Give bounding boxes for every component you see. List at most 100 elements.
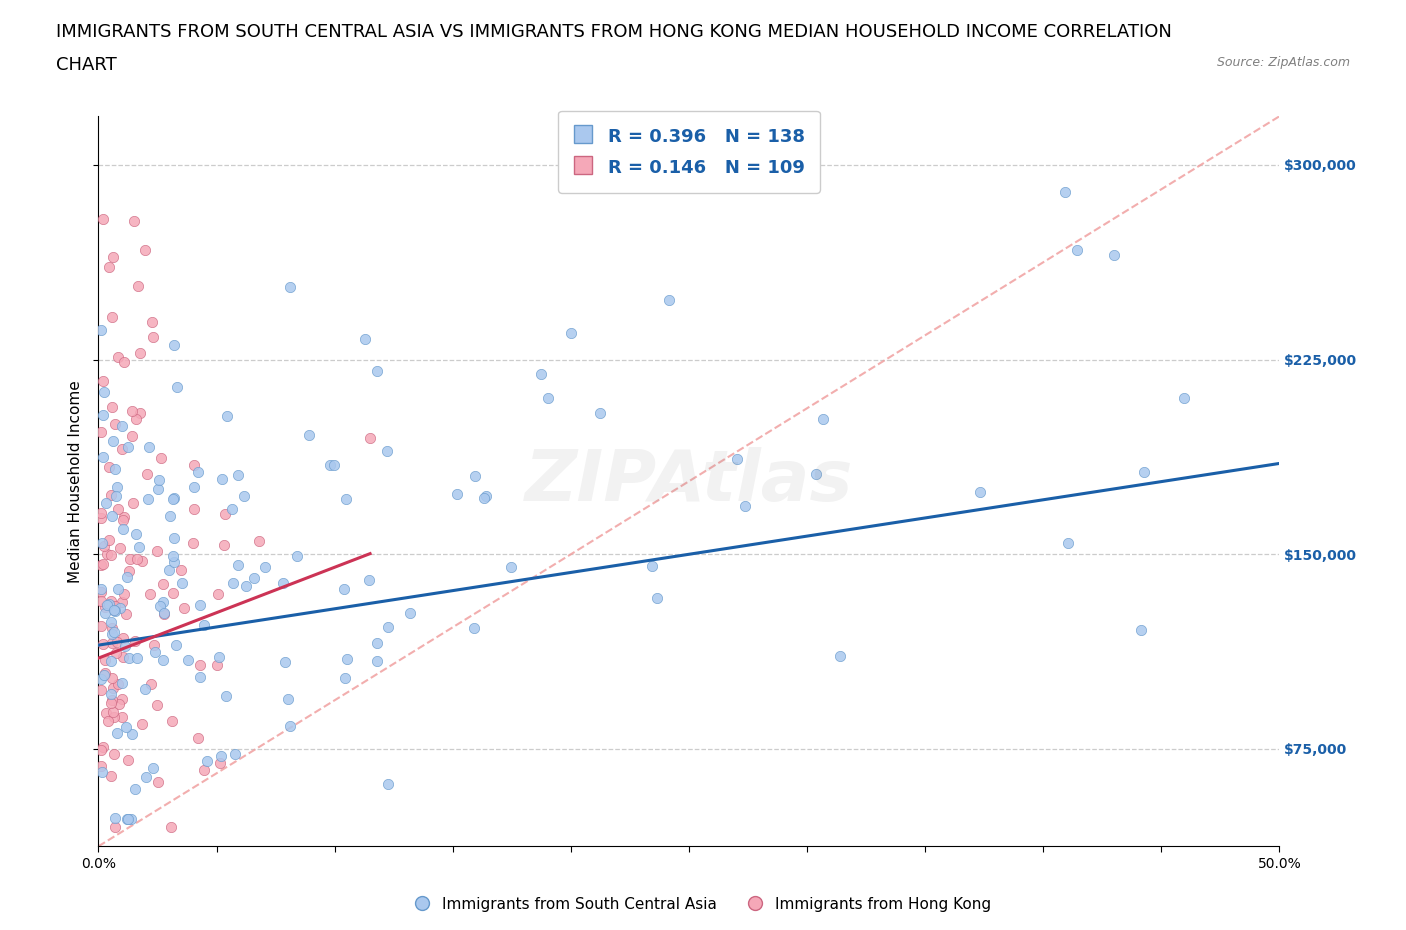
- Point: [217, 408, 239, 423]
- Point: [105, 635, 128, 650]
- Point: [1102, 248, 1125, 263]
- Point: [111, 595, 134, 610]
- Point: [115, 606, 138, 621]
- Point: [658, 293, 681, 308]
- Point: [146, 698, 169, 712]
- Point: [152, 595, 174, 610]
- Point: [90, 323, 112, 338]
- Point: [100, 686, 122, 701]
- Point: [153, 606, 176, 621]
- Point: [112, 631, 135, 645]
- Point: [104, 461, 127, 476]
- Point: [143, 638, 166, 653]
- Point: [114, 720, 136, 735]
- Point: [277, 691, 299, 706]
- Point: [160, 713, 183, 728]
- Point: [166, 380, 188, 395]
- Point: [233, 488, 256, 503]
- Point: [162, 549, 184, 564]
- Point: [104, 599, 127, 614]
- Point: [446, 486, 468, 501]
- Point: [107, 582, 129, 597]
- Point: [143, 644, 166, 659]
- Point: [101, 433, 124, 448]
- Point: [115, 812, 138, 827]
- Point: [101, 627, 124, 642]
- Point: [366, 364, 388, 379]
- Point: [214, 689, 236, 704]
- Point: [333, 670, 356, 684]
- Point: [128, 539, 150, 554]
- Point: [110, 540, 132, 555]
- Point: [278, 718, 301, 733]
- Point: [226, 557, 249, 572]
- Point: [560, 326, 582, 340]
- Point: [90, 511, 112, 525]
- Point: [183, 458, 205, 472]
- Point: [111, 676, 134, 691]
- Point: [298, 427, 321, 442]
- Point: [235, 579, 257, 594]
- Point: [150, 451, 173, 466]
- Point: [98, 533, 121, 548]
- Point: [118, 564, 141, 578]
- Text: ZIPAtlas: ZIPAtlas: [524, 446, 853, 516]
- Point: [111, 418, 134, 433]
- Point: [319, 458, 342, 472]
- Point: [101, 250, 124, 265]
- Point: [120, 812, 142, 827]
- Point: [146, 481, 169, 496]
- Point: [152, 653, 174, 668]
- Point: [124, 781, 146, 796]
- Point: [1133, 464, 1156, 479]
- Point: [472, 491, 495, 506]
- Point: [127, 552, 149, 567]
- Point: [139, 677, 162, 692]
- Point: [333, 581, 356, 596]
- Point: [104, 819, 127, 834]
- Point: [115, 569, 138, 584]
- Point: [131, 717, 153, 732]
- Point: [221, 502, 243, 517]
- Point: [271, 576, 294, 591]
- Point: [243, 571, 266, 586]
- Point: [100, 696, 122, 711]
- Point: [1054, 185, 1077, 200]
- Point: [112, 355, 135, 370]
- Point: [163, 491, 186, 506]
- Point: [111, 710, 134, 724]
- Point: [96, 597, 118, 612]
- Point: [475, 488, 498, 503]
- Point: [90, 742, 112, 757]
- Point: [148, 472, 170, 487]
- Point: [734, 498, 756, 513]
- Point: [93, 385, 115, 400]
- Point: [101, 693, 124, 708]
- Text: IMMIGRANTS FROM SOUTH CENTRAL ASIA VS IMMIGRANTS FROM HONG KONG MEDIAN HOUSEHOLD: IMMIGRANTS FROM SOUTH CENTRAL ASIA VS IM…: [56, 23, 1173, 41]
- Point: [91, 374, 114, 389]
- Point: [121, 429, 143, 444]
- Point: [804, 466, 827, 481]
- Point: [93, 668, 115, 683]
- Point: [96, 706, 118, 721]
- Point: [135, 769, 157, 784]
- Point: [190, 658, 212, 673]
- Point: [188, 598, 211, 613]
- Point: [94, 496, 117, 511]
- Point: [94, 652, 117, 667]
- Point: [141, 314, 163, 329]
- Point: [969, 485, 991, 499]
- Point: [247, 533, 270, 548]
- Point: [183, 502, 205, 517]
- Point: [127, 651, 149, 666]
- Point: [103, 710, 125, 724]
- Point: [104, 417, 127, 432]
- Point: [90, 506, 112, 521]
- Point: [335, 492, 357, 507]
- Point: [124, 633, 146, 648]
- Point: [100, 654, 122, 669]
- Point: [103, 747, 125, 762]
- Point: [399, 605, 422, 620]
- Point: [131, 553, 153, 568]
- Point: [537, 391, 560, 405]
